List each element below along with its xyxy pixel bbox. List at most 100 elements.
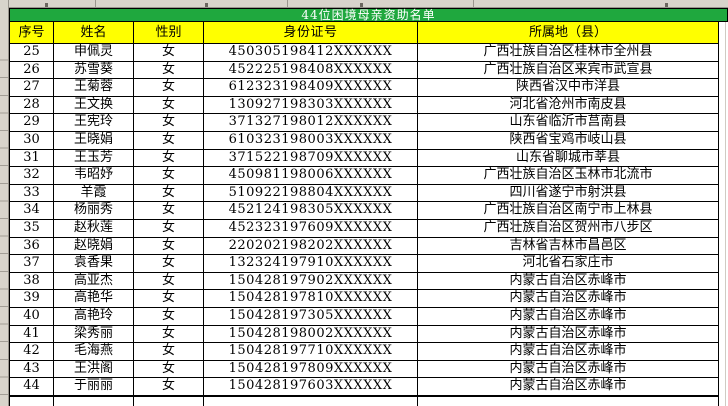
cell-index[interactable]: 30 bbox=[10, 131, 54, 149]
cell-region[interactable]: 四川省遂宁市射洪县 bbox=[418, 184, 719, 202]
empty-cell[interactable] bbox=[418, 396, 719, 406]
cell-id[interactable]: 452323197609XXXXXX bbox=[204, 219, 418, 237]
cell-index[interactable]: 34 bbox=[10, 202, 54, 219]
cell-name[interactable]: 赵晓娟 bbox=[54, 237, 134, 255]
cell-name[interactable]: 韦昭妤 bbox=[54, 167, 134, 184]
cell-name[interactable]: 羊霞 bbox=[54, 184, 134, 202]
cell-gender[interactable]: 女 bbox=[134, 131, 204, 149]
cell-gender[interactable]: 女 bbox=[134, 184, 204, 202]
cell-region[interactable]: 陕西省汉中市洋县 bbox=[418, 79, 719, 96]
cell-index[interactable]: 37 bbox=[10, 255, 54, 272]
cell-region[interactable]: 吉林省吉林市昌邑区 bbox=[418, 237, 719, 255]
cell-id[interactable]: 371522198709XXXXXX bbox=[204, 149, 418, 167]
cell-name[interactable]: 王洪阁 bbox=[54, 360, 134, 378]
cell-gender[interactable]: 女 bbox=[134, 325, 204, 343]
cell-name[interactable]: 高亚杰 bbox=[54, 272, 134, 290]
cell-gender[interactable]: 女 bbox=[134, 202, 204, 219]
cell-gender[interactable]: 女 bbox=[134, 290, 204, 307]
cell-id[interactable]: 150428197902XXXXXX bbox=[204, 272, 418, 290]
empty-cell[interactable] bbox=[204, 396, 418, 406]
cell-id[interactable]: 612323198409XXXXXX bbox=[204, 79, 418, 96]
cell-id[interactable]: 130927198303XXXXXX bbox=[204, 96, 418, 114]
header-cell-region[interactable]: 所属地（县） bbox=[418, 22, 719, 43]
cell-name[interactable]: 王文换 bbox=[54, 96, 134, 114]
cell-id[interactable]: 150428197305XXXXXX bbox=[204, 307, 418, 325]
cell-name[interactable]: 王菊蓉 bbox=[54, 79, 134, 96]
cell-name[interactable]: 申佩灵 bbox=[54, 44, 134, 61]
cell-id[interactable]: 510922198804XXXXXX bbox=[204, 184, 418, 202]
cell-name[interactable]: 杨丽秀 bbox=[54, 202, 134, 219]
cell-index[interactable]: 35 bbox=[10, 219, 54, 237]
cell-region[interactable]: 广西壮族自治区贺州市八步区 bbox=[418, 219, 719, 237]
cell-gender[interactable]: 女 bbox=[134, 360, 204, 378]
cell-id[interactable]: 450981198006XXXXXX bbox=[204, 167, 418, 184]
cell-index[interactable]: 43 bbox=[10, 360, 54, 378]
cell-name[interactable]: 赵秋莲 bbox=[54, 219, 134, 237]
cell-gender[interactable]: 女 bbox=[134, 219, 204, 237]
header-cell-id[interactable]: 身份证号 bbox=[204, 22, 418, 43]
cell-id[interactable]: 150428197603XXXXXX bbox=[204, 378, 418, 395]
cell-name[interactable]: 高艳华 bbox=[54, 290, 134, 307]
cell-id[interactable]: 610323198003XXXXXX bbox=[204, 131, 418, 149]
header-cell-name[interactable]: 姓名 bbox=[54, 22, 134, 43]
cell-region[interactable]: 内蒙古自治区赤峰市 bbox=[418, 378, 719, 395]
cell-index[interactable]: 38 bbox=[10, 272, 54, 290]
cell-region[interactable]: 内蒙古自治区赤峰市 bbox=[418, 343, 719, 360]
cell-index[interactable]: 25 bbox=[10, 44, 54, 61]
cell-name[interactable]: 毛海燕 bbox=[54, 343, 134, 360]
cell-id[interactable]: 150428197809XXXXXX bbox=[204, 360, 418, 378]
cell-name[interactable]: 梁秀丽 bbox=[54, 325, 134, 343]
table-title-cell[interactable]: 44位困境母亲资助名单 bbox=[9, 8, 728, 22]
cell-gender[interactable]: 女 bbox=[134, 149, 204, 167]
cell-gender[interactable]: 女 bbox=[134, 237, 204, 255]
cell-index[interactable]: 27 bbox=[10, 79, 54, 96]
cell-gender[interactable]: 女 bbox=[134, 378, 204, 395]
header-cell-gender[interactable]: 性别 bbox=[134, 22, 204, 43]
cell-id[interactable]: 150428198002XXXXXX bbox=[204, 325, 418, 343]
cell-name[interactable]: 王宪玲 bbox=[54, 114, 134, 131]
cell-region[interactable]: 内蒙古自治区赤峰市 bbox=[418, 307, 719, 325]
cell-index[interactable]: 32 bbox=[10, 167, 54, 184]
cell-id[interactable]: 452124198305XXXXXX bbox=[204, 202, 418, 219]
cell-region[interactable]: 山东省聊城市莘县 bbox=[418, 149, 719, 167]
cell-index[interactable]: 44 bbox=[10, 378, 54, 395]
cell-region[interactable]: 河北省沧州市南皮县 bbox=[418, 96, 719, 114]
cell-gender[interactable]: 女 bbox=[134, 343, 204, 360]
cell-index[interactable]: 28 bbox=[10, 96, 54, 114]
cell-gender[interactable]: 女 bbox=[134, 255, 204, 272]
cell-region[interactable]: 广西壮族自治区南宁市上林县 bbox=[418, 202, 719, 219]
cell-index[interactable]: 42 bbox=[10, 343, 54, 360]
cell-region[interactable]: 山东省临沂市莒南县 bbox=[418, 114, 719, 131]
cell-index[interactable]: 26 bbox=[10, 61, 54, 79]
cell-region[interactable]: 陕西省宝鸡市岐山县 bbox=[418, 131, 719, 149]
cell-id[interactable]: 220202198202XXXXXX bbox=[204, 237, 418, 255]
cell-index[interactable]: 39 bbox=[10, 290, 54, 307]
cell-name[interactable]: 王玉芳 bbox=[54, 149, 134, 167]
cell-id[interactable]: 132324197910XXXXXX bbox=[204, 255, 418, 272]
cell-index[interactable]: 41 bbox=[10, 325, 54, 343]
cell-region[interactable]: 广西壮族自治区桂林市全州县 bbox=[418, 44, 719, 61]
cell-name[interactable]: 袁香果 bbox=[54, 255, 134, 272]
cell-index[interactable]: 36 bbox=[10, 237, 54, 255]
cell-region[interactable]: 广西壮族自治区来宾市武宣县 bbox=[418, 61, 719, 79]
cell-name[interactable]: 高艳玲 bbox=[54, 307, 134, 325]
cell-region[interactable]: 河北省石家庄市 bbox=[418, 255, 719, 272]
cell-gender[interactable]: 女 bbox=[134, 307, 204, 325]
cell-name[interactable]: 于丽丽 bbox=[54, 378, 134, 395]
cell-index[interactable]: 31 bbox=[10, 149, 54, 167]
cell-gender[interactable]: 女 bbox=[134, 61, 204, 79]
header-cell-index[interactable]: 序号 bbox=[10, 22, 54, 43]
cell-index[interactable]: 33 bbox=[10, 184, 54, 202]
cell-name[interactable]: 王晓娟 bbox=[54, 131, 134, 149]
cell-region[interactable]: 内蒙古自治区赤峰市 bbox=[418, 290, 719, 307]
cell-gender[interactable]: 女 bbox=[134, 272, 204, 290]
cell-id[interactable]: 450305198412XXXXXX bbox=[204, 44, 418, 61]
cell-gender[interactable]: 女 bbox=[134, 167, 204, 184]
cell-id[interactable]: 371327198012XXXXXX bbox=[204, 114, 418, 131]
empty-cell[interactable] bbox=[54, 396, 134, 406]
cell-region[interactable]: 内蒙古自治区赤峰市 bbox=[418, 360, 719, 378]
cell-name[interactable]: 苏雪葵 bbox=[54, 61, 134, 79]
empty-cell[interactable] bbox=[10, 396, 54, 406]
cell-id[interactable]: 452225198408XXXXXX bbox=[204, 61, 418, 79]
cell-id[interactable]: 150428197710XXXXXX bbox=[204, 343, 418, 360]
